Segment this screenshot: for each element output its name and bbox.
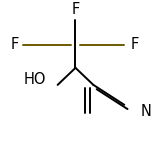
Text: HO: HO xyxy=(24,72,46,87)
Text: F: F xyxy=(71,2,80,17)
Text: F: F xyxy=(131,37,139,52)
Text: N: N xyxy=(141,104,151,119)
Text: F: F xyxy=(10,37,19,52)
